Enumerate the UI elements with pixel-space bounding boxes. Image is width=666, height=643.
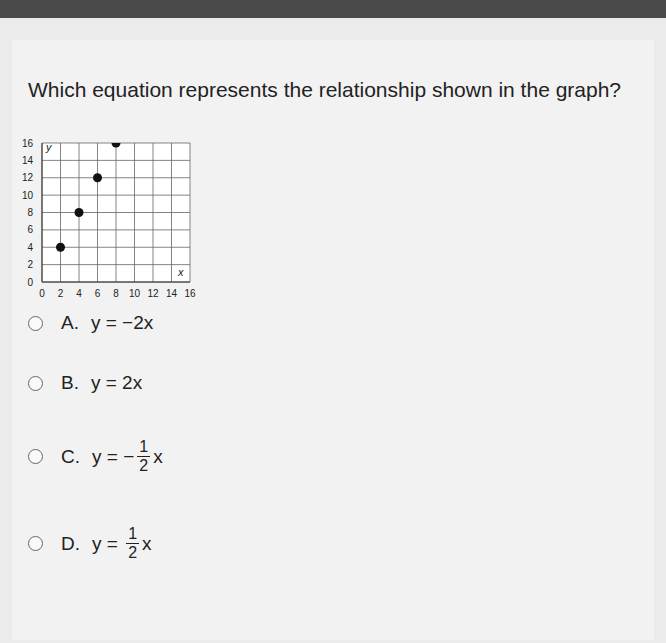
html-text:2 x: 2 x: [128, 532, 152, 561]
html-text:B.: B.: [61, 372, 79, 393]
html-text:y: y: [46, 141, 52, 153]
svg-text:6: 6: [27, 224, 33, 235]
svg-text:14: 14: [22, 155, 34, 166]
svg-text:14: 14: [166, 288, 178, 299]
svg-text:4: 4: [76, 288, 82, 299]
svg-text:0: 0: [27, 277, 33, 288]
html-text:y = 2x: y = 2x: [91, 372, 143, 393]
html-text:D.: D.: [61, 532, 80, 554]
svg-text:6: 6: [95, 288, 101, 299]
svg-text:8: 8: [113, 288, 119, 299]
html-text:2 x: 2 x: [139, 445, 163, 474]
svg-text:0: 0: [39, 288, 45, 299]
html-text:C.: C.: [61, 445, 80, 467]
svg-text:4: 4: [27, 242, 33, 253]
svg-text:16: 16: [22, 138, 34, 149]
html-text:y = 1: y = 1: [92, 525, 138, 554]
html-text:y = −2x: y = −2x: [91, 312, 154, 333]
svg-text:10: 10: [129, 288, 141, 299]
svg-text:12: 12: [22, 172, 34, 183]
svg-text:12: 12: [147, 288, 159, 299]
html-text:x: x: [178, 266, 184, 278]
svg-text:2: 2: [27, 259, 33, 270]
svg-text:8: 8: [27, 207, 33, 218]
svg-text:16: 16: [184, 288, 196, 299]
svg-text:10: 10: [22, 190, 34, 201]
svg-text:2: 2: [58, 288, 64, 299]
html-text:A.: A.: [61, 312, 79, 333]
html-text:Which equation represents the: Which equation represents the relationsh…: [28, 78, 621, 101]
html-text:y = − 1: y = − 1: [92, 438, 149, 467]
